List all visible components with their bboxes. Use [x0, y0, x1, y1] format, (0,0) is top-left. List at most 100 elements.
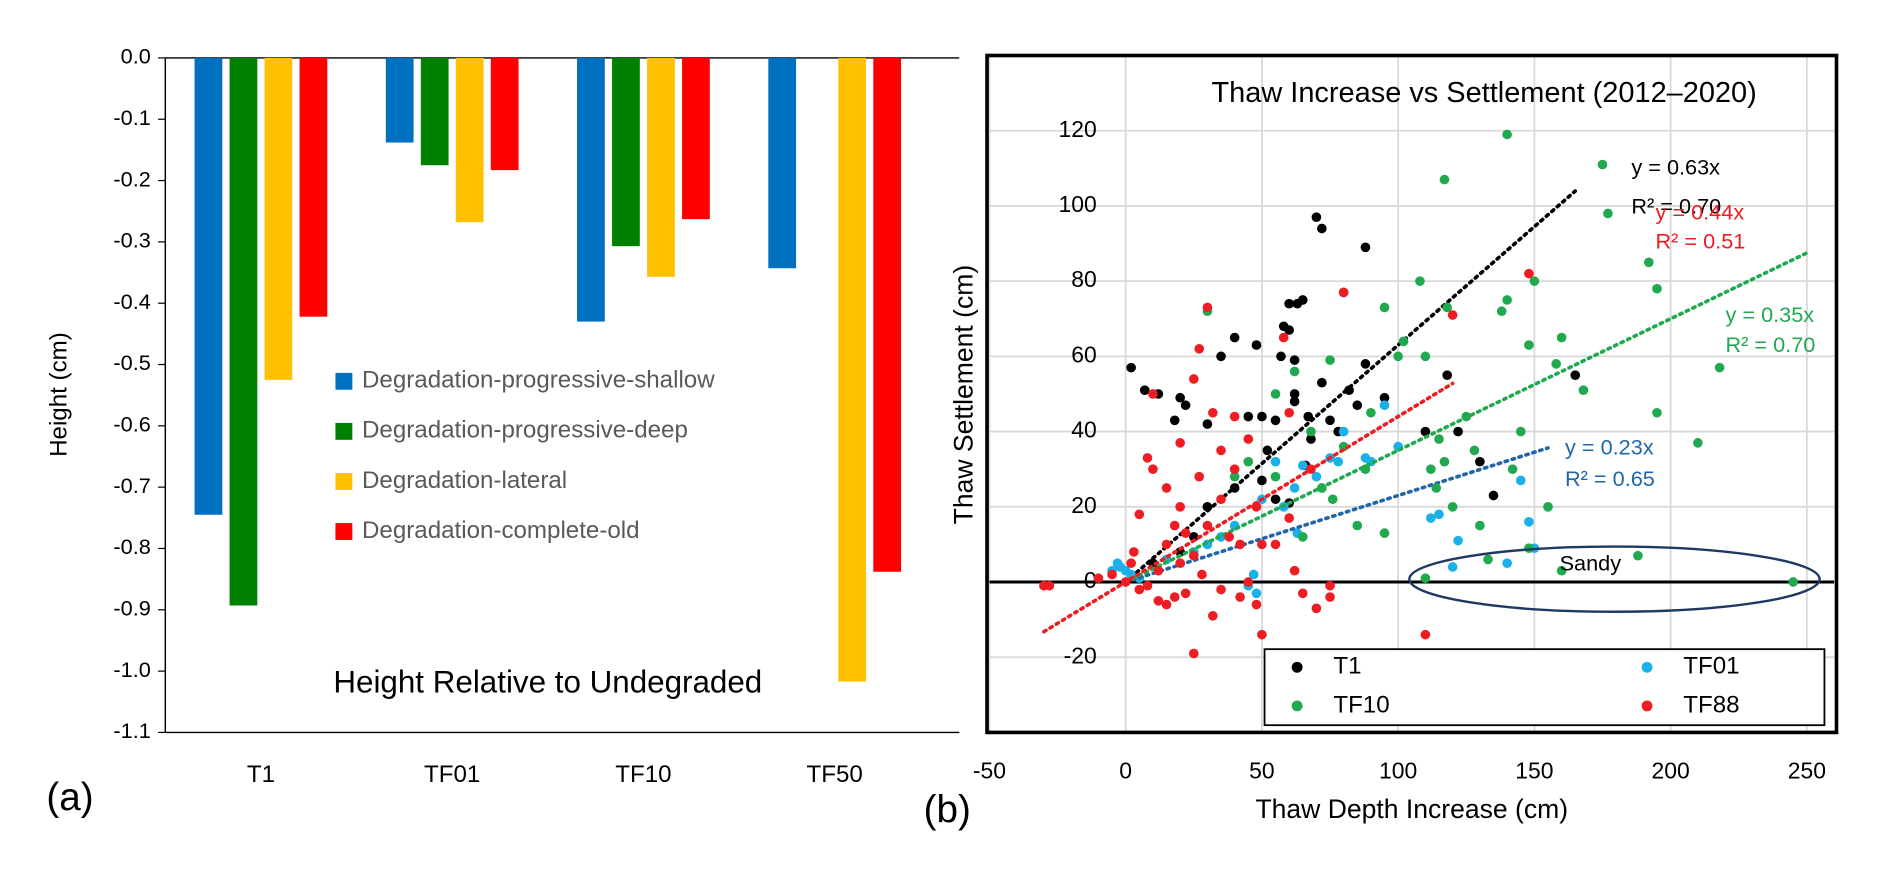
- data-point: [1257, 411, 1267, 422]
- data-point: [1202, 520, 1213, 531]
- data-point: [1524, 340, 1534, 350]
- data-point: [1306, 426, 1316, 437]
- data-point: [1202, 302, 1213, 313]
- data-point: [1488, 490, 1499, 501]
- y-tick-label: 100: [1058, 191, 1096, 217]
- data-point: [1153, 565, 1164, 576]
- data-point: [1714, 362, 1725, 373]
- bar: [420, 57, 449, 166]
- bar: [682, 57, 710, 220]
- data-point: [1270, 494, 1281, 505]
- data-point: [1398, 336, 1409, 347]
- trend-equation: y = 0.35x: [1725, 302, 1814, 327]
- data-point: [1311, 603, 1322, 614]
- data-point: [1180, 588, 1191, 599]
- bar: [299, 57, 328, 317]
- y-tick-label: -0.7: [113, 473, 150, 498]
- x-tick-label: TF10: [615, 761, 671, 788]
- data-point: [1447, 310, 1458, 320]
- trend-line: [1123, 251, 1809, 584]
- data-point: [1276, 351, 1286, 362]
- data-point: [1169, 415, 1180, 426]
- data-point: [1420, 351, 1431, 362]
- data-point: [1235, 539, 1245, 550]
- data-point: [1284, 513, 1294, 523]
- trend-line: [1042, 381, 1455, 634]
- data-point: [1216, 445, 1226, 456]
- data-point: [1515, 475, 1526, 486]
- data-point: [1325, 415, 1335, 426]
- trend-line: [1123, 189, 1578, 584]
- bar: [385, 57, 414, 143]
- data-point: [1420, 573, 1431, 584]
- data-point: [1044, 580, 1055, 591]
- data-point: [1175, 438, 1185, 448]
- data-point: [1153, 595, 1164, 606]
- data-point: [1142, 453, 1153, 463]
- data-point: [1243, 577, 1254, 587]
- trend-r2: R² = 0.65: [1565, 466, 1655, 491]
- x-tick-label: TF01: [424, 761, 480, 788]
- data-point: [1194, 344, 1205, 354]
- bar: [647, 57, 675, 277]
- x-tick-label: 50: [1249, 757, 1274, 783]
- data-point: [1251, 588, 1262, 599]
- data-point: [1447, 562, 1458, 572]
- data-point: [1161, 539, 1172, 550]
- legend-label: T1: [1333, 653, 1361, 680]
- y-tick-label: 0: [1084, 567, 1097, 593]
- data-point: [1216, 351, 1226, 362]
- data-point: [1597, 159, 1608, 170]
- data-point: [1175, 501, 1185, 512]
- data-point: [1469, 445, 1480, 456]
- chart-title: Thaw Increase vs Settlement (2012–2020): [1212, 77, 1757, 109]
- data-point: [1107, 569, 1117, 580]
- x-tick-label: 150: [1515, 757, 1553, 783]
- bar: [229, 57, 258, 606]
- annotation-ellipse: [1408, 545, 1821, 613]
- data-point: [1333, 456, 1344, 467]
- legend-label: TF88: [1683, 691, 1739, 718]
- data-point: [1139, 385, 1150, 396]
- data-point: [1475, 520, 1485, 531]
- legend-box: [1263, 648, 1826, 727]
- data-point: [1270, 456, 1281, 467]
- plot-frame: [985, 53, 1839, 735]
- data-point: [1289, 483, 1300, 493]
- data-point: [1325, 580, 1335, 591]
- data-point: [1338, 287, 1349, 298]
- y-tick-label: -1.0: [113, 657, 150, 682]
- data-point: [1297, 532, 1308, 542]
- data-point: [1251, 340, 1262, 350]
- data-point: [1175, 392, 1185, 403]
- y-tick-label: 60: [1071, 341, 1096, 367]
- data-point: [1447, 501, 1458, 512]
- data-point: [1379, 528, 1390, 538]
- legend-swatch: [335, 422, 353, 440]
- trend-r2: R² = 0.51: [1656, 228, 1746, 253]
- y-axis-label: Height (cm): [46, 332, 73, 457]
- trend-equation: y = 0.63x: [1631, 155, 1720, 180]
- data-point: [1352, 400, 1363, 411]
- data-point: [1297, 295, 1308, 305]
- data-point: [1175, 558, 1185, 569]
- data-point: [1148, 464, 1158, 475]
- data-point: [1216, 494, 1226, 505]
- data-point: [1251, 599, 1262, 610]
- panel-label: (a): [46, 776, 93, 819]
- data-point: [1434, 434, 1444, 444]
- data-point: [1652, 283, 1662, 294]
- bar: [577, 57, 605, 322]
- data-point: [1134, 509, 1145, 520]
- data-point: [1529, 276, 1540, 286]
- data-point: [1426, 513, 1436, 523]
- data-point: [1188, 648, 1199, 659]
- data-point: [1229, 411, 1240, 422]
- trend-r2: R² = 0.70: [1725, 332, 1815, 357]
- data-point: [1327, 494, 1338, 505]
- data-point: [1439, 456, 1450, 467]
- data-point: [1126, 558, 1136, 569]
- data-point: [1134, 584, 1145, 595]
- data-point: [1289, 355, 1300, 365]
- y-tick-label: -20: [1064, 642, 1097, 668]
